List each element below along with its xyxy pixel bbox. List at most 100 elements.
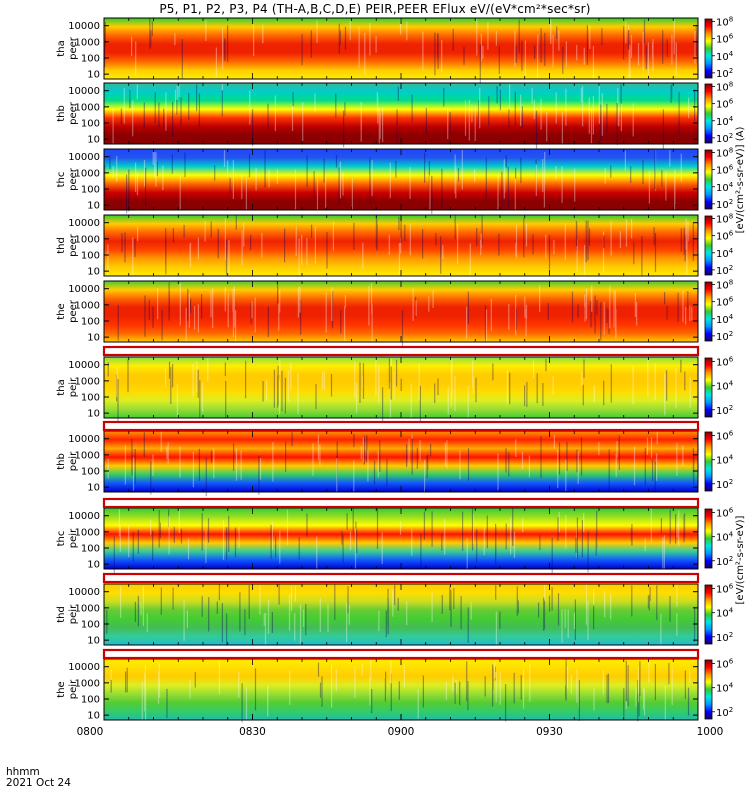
texture-streak	[208, 597, 210, 632]
texture-streak	[166, 688, 168, 719]
texture-streak	[654, 664, 656, 701]
texture-streak	[396, 109, 398, 143]
texture-streak	[434, 32, 436, 76]
texture-streak	[586, 25, 588, 66]
texture-streak	[368, 285, 370, 326]
texture-streak	[578, 679, 580, 708]
y-tick-label: 1000	[75, 527, 100, 538]
texture-streak	[492, 664, 494, 707]
texture-streak	[566, 441, 568, 471]
y-tick-label: 10	[87, 70, 100, 81]
colorbar-tick-label: 102	[716, 404, 733, 417]
texture-streak	[565, 88, 567, 126]
texture-streak	[663, 535, 665, 573]
texture-streak	[245, 687, 248, 726]
texture-streak	[647, 42, 649, 74]
texture-streak	[131, 438, 133, 473]
texture-streak	[603, 380, 605, 406]
texture-streak	[422, 229, 424, 259]
texture-streak	[437, 378, 439, 396]
texture-streak	[680, 228, 682, 253]
texture-streak	[673, 18, 675, 55]
texture-streak	[576, 517, 578, 559]
texture-streak	[495, 527, 497, 558]
texture-streak	[290, 586, 293, 612]
texture-streak	[403, 664, 405, 688]
texture-streak	[627, 665, 629, 706]
texture-streak	[675, 42, 677, 75]
texture-streak	[689, 669, 691, 683]
texture-streak	[135, 41, 137, 76]
texture-streak	[537, 45, 539, 83]
y-tick-label: 10	[87, 483, 100, 494]
texture-streak	[201, 596, 203, 617]
texture-streak	[244, 609, 246, 636]
texture-streak	[145, 167, 147, 207]
texture-streak	[273, 369, 275, 408]
texture-streak	[532, 234, 534, 255]
texture-streak	[382, 107, 384, 142]
texture-streak	[136, 84, 138, 100]
texture-streak	[297, 373, 299, 415]
panel-label: thdpeer	[56, 233, 79, 257]
colorbar-tick-label: 106	[716, 356, 734, 369]
y-tick-label: 100	[81, 250, 100, 261]
texture-streak	[450, 364, 452, 407]
texture-streak	[152, 306, 154, 329]
texture-streak	[577, 451, 579, 485]
colorbar-tick-label: 104	[716, 247, 734, 260]
texture-streak	[371, 160, 373, 196]
texture-streak	[262, 24, 264, 44]
texture-streak	[453, 587, 455, 609]
colorbar	[704, 431, 713, 492]
texture-streak	[159, 522, 161, 539]
texture-streak	[551, 537, 553, 580]
texture-streak	[467, 448, 470, 481]
texture-streak	[332, 221, 334, 251]
texture-streak	[326, 231, 328, 269]
texture-streak	[419, 385, 421, 428]
texture-streak	[170, 366, 172, 404]
panel-label: thapeir	[56, 377, 79, 397]
texture-streak	[120, 585, 122, 618]
texture-streak	[390, 673, 392, 711]
texture-streak	[637, 676, 640, 694]
texture-streak	[588, 97, 590, 134]
texture-streak	[375, 359, 377, 396]
texture-streak	[104, 171, 106, 196]
texture-streak	[132, 457, 135, 491]
colorbar-tick-label: 102	[716, 330, 733, 343]
fill-value-strip	[102, 572, 700, 584]
spectrogram-texture	[107, 357, 691, 428]
texture-streak	[291, 101, 294, 131]
texture-streak	[431, 175, 433, 214]
texture-streak	[241, 230, 243, 266]
texture-streak	[574, 599, 576, 641]
texture-streak	[537, 44, 539, 59]
texture-streak	[207, 518, 210, 543]
texture-streak	[279, 359, 281, 375]
texture-streak	[376, 508, 379, 549]
texture-streak	[505, 523, 507, 550]
texture-streak	[580, 88, 582, 103]
texture-streak	[604, 167, 606, 184]
texture-streak	[134, 449, 136, 484]
texture-streak	[198, 448, 200, 481]
texture-streak	[515, 308, 517, 330]
texture-streak	[325, 292, 327, 333]
texture-streak	[610, 593, 612, 620]
texture-streak	[148, 299, 150, 321]
texture-streak	[561, 112, 563, 147]
texture-streak	[387, 608, 389, 627]
texture-streak	[422, 31, 424, 71]
texture-streak	[676, 522, 678, 538]
texture-streak	[687, 221, 689, 242]
texture-streak	[635, 686, 637, 707]
texture-streak	[301, 34, 303, 66]
texture-streak	[222, 27, 224, 70]
texture-streak	[455, 165, 457, 199]
texture-streak	[233, 443, 235, 471]
texture-streak	[449, 112, 451, 134]
texture-streak	[428, 161, 430, 192]
texture-streak	[553, 435, 555, 449]
